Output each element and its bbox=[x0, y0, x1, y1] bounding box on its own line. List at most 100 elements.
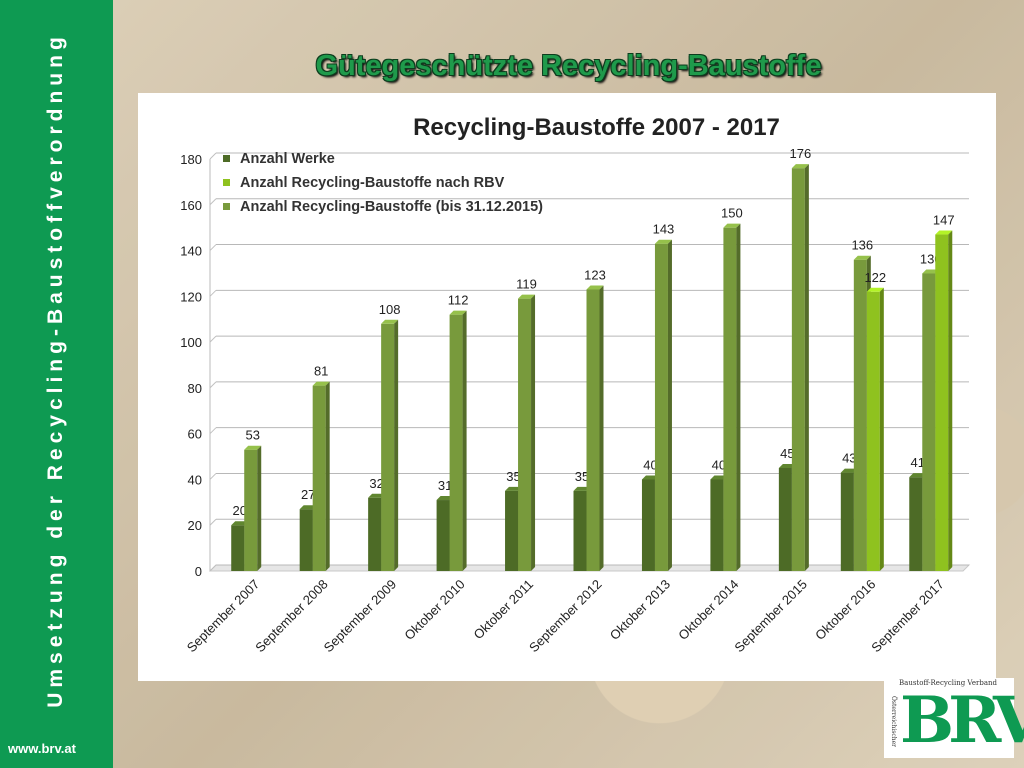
data-label: 136 bbox=[851, 238, 873, 253]
bar bbox=[449, 314, 463, 571]
bar-top bbox=[641, 475, 659, 480]
bar-top bbox=[866, 287, 884, 292]
bar bbox=[505, 490, 519, 571]
bar-side bbox=[325, 381, 330, 571]
bar bbox=[312, 385, 326, 571]
data-label: 45 bbox=[780, 446, 794, 461]
data-label: 41 bbox=[911, 455, 925, 470]
gridline-depth bbox=[209, 381, 217, 389]
bar-top bbox=[791, 164, 809, 169]
bar bbox=[299, 509, 313, 571]
bar-top bbox=[436, 496, 454, 501]
bar bbox=[244, 449, 258, 571]
legend-label: Anzahl Werke bbox=[240, 151, 335, 167]
bar-top bbox=[449, 310, 467, 315]
y-tick-label: 20 bbox=[188, 518, 202, 533]
gridline-depth bbox=[209, 198, 217, 206]
gridline-depth bbox=[209, 427, 217, 435]
bar-side bbox=[462, 310, 467, 571]
data-label: 81 bbox=[314, 364, 328, 379]
category-label: September 2009 bbox=[321, 577, 400, 656]
y-tick-label: 60 bbox=[188, 427, 202, 442]
bar-top bbox=[840, 468, 858, 473]
bar-top bbox=[922, 269, 940, 274]
legend-swatch bbox=[223, 155, 230, 162]
bar bbox=[791, 168, 805, 571]
bar-top bbox=[573, 486, 591, 491]
bar-top bbox=[778, 464, 796, 468]
y-tick-label: 0 bbox=[195, 564, 202, 579]
data-label: 31 bbox=[438, 478, 452, 493]
bar-top bbox=[935, 230, 953, 235]
bar bbox=[840, 472, 854, 571]
bar-chart: Recycling-Baustoffe 2007 - 2017 0 20 40 60 80… bbox=[180, 114, 971, 656]
bar-top bbox=[505, 486, 523, 491]
y-tick-label: 80 bbox=[188, 381, 202, 396]
data-label: 108 bbox=[379, 302, 401, 317]
bar bbox=[853, 259, 867, 571]
bar-top bbox=[586, 285, 604, 290]
legend-swatch bbox=[223, 179, 230, 186]
gridline-depth bbox=[209, 564, 217, 572]
bar bbox=[641, 479, 655, 571]
bar-top bbox=[710, 475, 728, 480]
bar bbox=[368, 497, 382, 571]
gridline-depth bbox=[209, 152, 217, 160]
gridline-depth bbox=[209, 335, 217, 343]
bar-top bbox=[909, 473, 927, 478]
category-label: Oktober 2016 bbox=[812, 577, 878, 643]
data-label: 40 bbox=[643, 457, 657, 472]
bar bbox=[573, 490, 587, 571]
bar-top bbox=[244, 445, 262, 450]
bar bbox=[231, 525, 245, 571]
bar bbox=[654, 243, 668, 571]
legend-label: Anzahl Recycling-Baustoffe (bis 31.12.20… bbox=[240, 199, 543, 215]
brv-logo: Baustoff-Recycling Verband Österreichisc… bbox=[884, 678, 1024, 758]
bar-top bbox=[368, 493, 386, 498]
logo-top-text: Baustoff-Recycling Verband bbox=[899, 679, 997, 687]
bar bbox=[586, 289, 600, 571]
data-label: 40 bbox=[712, 457, 726, 472]
data-label: 147 bbox=[933, 213, 955, 228]
logo-mark: BRV bbox=[900, 683, 1024, 758]
data-label: 35 bbox=[506, 469, 520, 484]
category-label: Oktober 2010 bbox=[401, 577, 467, 643]
chart-panel: Recycling-Baustoffe 2007 - 2017 0 20 40 60 80… bbox=[138, 93, 996, 681]
category-label: Oktober 2014 bbox=[675, 577, 741, 643]
bar-side bbox=[667, 239, 672, 571]
bar-top bbox=[231, 521, 249, 526]
bar-side bbox=[394, 319, 399, 571]
gridline-depth bbox=[209, 244, 217, 251]
data-label: 119 bbox=[516, 277, 537, 292]
gridline-depth bbox=[209, 289, 217, 297]
bar bbox=[436, 500, 450, 571]
bar bbox=[710, 479, 724, 571]
bar-top bbox=[654, 239, 672, 244]
y-tick-label: 140 bbox=[180, 244, 202, 259]
bar-top bbox=[312, 381, 330, 386]
data-label: 27 bbox=[301, 487, 315, 502]
data-label: 43 bbox=[842, 451, 856, 466]
category-label: September 2008 bbox=[252, 577, 331, 656]
data-label: 53 bbox=[245, 428, 259, 443]
data-label: 32 bbox=[369, 476, 383, 491]
bar-side bbox=[531, 294, 536, 571]
data-label: 123 bbox=[584, 267, 606, 282]
legend-swatch bbox=[223, 203, 230, 210]
sidebar: Umsetzung der Recycling-Baustoffverordnu… bbox=[0, 0, 113, 768]
bar-top bbox=[723, 223, 741, 228]
data-label: 143 bbox=[653, 222, 675, 237]
bar-top bbox=[853, 255, 871, 260]
data-label: 122 bbox=[864, 270, 886, 285]
bar bbox=[518, 298, 532, 571]
y-tick-label: 40 bbox=[188, 472, 202, 487]
bar-side bbox=[257, 445, 262, 571]
data-label: 176 bbox=[790, 146, 812, 161]
category-label: September 2015 bbox=[731, 577, 810, 656]
website-url[interactable]: www.brv.at bbox=[8, 741, 76, 756]
bar-side bbox=[879, 287, 884, 571]
slide-title: Gütegeschützte Recycling-Baustoffe bbox=[315, 50, 822, 82]
legend-label: Anzahl Recycling-Baustoffe nach RBV bbox=[240, 175, 505, 191]
bar-side bbox=[736, 223, 741, 571]
sidebar-vertical-title: Umsetzung der Recycling-Baustoffverordnu… bbox=[44, 32, 67, 708]
